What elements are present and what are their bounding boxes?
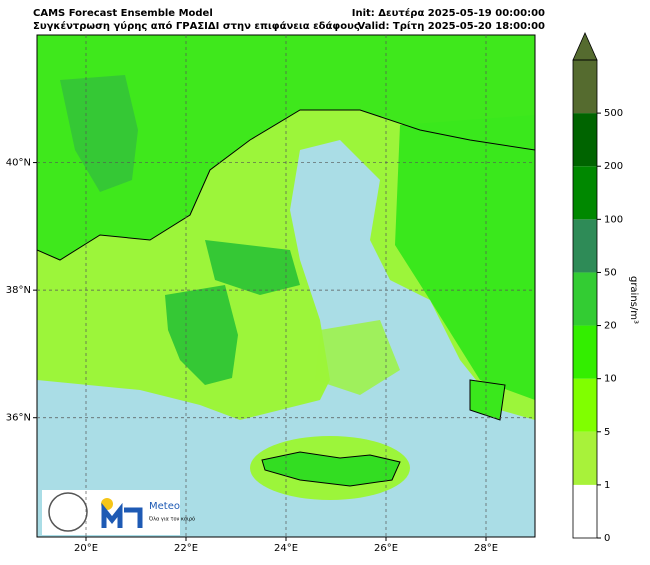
logo-brand: Meteo: [149, 501, 180, 512]
colorbar-label: grains/m³: [628, 276, 639, 324]
colorbar-frame: [572, 59, 598, 539]
rhodes: [469, 379, 506, 421]
logo: Meteo Όλα για τον καιρό: [42, 490, 195, 535]
y-tick-label: 36°N: [6, 413, 31, 424]
valid-time: Valid: Τρίτη 2025-05-20 18:00:00: [358, 20, 546, 32]
colorbar-band: [573, 378, 597, 432]
colorbar-tick-label: 200: [604, 161, 623, 172]
init-time: Init: Δευτέρα 2025-05-19 00:00:00: [352, 7, 545, 19]
colorbar-band: [573, 431, 597, 485]
colorbar-tick-label: 500: [604, 108, 623, 119]
border: [37, 109, 535, 261]
map: [37, 35, 535, 537]
colorbar-band: [573, 219, 597, 273]
cyclades-area: [315, 320, 400, 395]
colorbar-band: [573, 166, 597, 220]
y-tick-label: 40°N: [6, 158, 31, 169]
y-tick-label: 38°N: [6, 285, 31, 296]
colorbar-band: [573, 272, 597, 326]
colorbar-tick-label: 5: [604, 427, 610, 438]
colorbar-extension: [572, 32, 598, 61]
colorbar-band: [573, 113, 597, 167]
east-land: [395, 115, 535, 400]
colorbar-tick-label: 50: [604, 267, 617, 278]
central-greece: [205, 240, 300, 295]
north-land: [37, 35, 535, 260]
albania-area: [60, 75, 138, 192]
crete: [261, 451, 401, 487]
colorbar-tick-label: 0: [604, 533, 610, 544]
x-tick-label: 24°E: [274, 543, 298, 554]
logo-mark: [101, 502, 143, 528]
colorbar-tick-label: 1: [604, 480, 610, 491]
colorbar-band: [573, 60, 597, 114]
colorbar-band: [573, 325, 597, 379]
x-tick-label: 20°E: [74, 543, 98, 554]
sea: [37, 140, 535, 537]
chart-subtitle: Συγκέντρωση γύρης από ΓΡΑΣΙΔΙ στην επιφά…: [33, 20, 360, 32]
x-tick-label: 22°E: [174, 543, 198, 554]
colorbar-band: [573, 484, 597, 538]
peloponnese: [165, 285, 238, 385]
colorbar-tick-label: 100: [604, 214, 623, 225]
logo-seal: [48, 492, 88, 532]
x-tick-label: 28°E: [474, 543, 498, 554]
x-tick-label: 26°E: [374, 543, 398, 554]
logo-slogan: Όλα για τον καιρό: [148, 516, 195, 523]
chart-title: CAMS Forecast Ensemble Model: [33, 8, 213, 19]
colorbar-tick-label: 10: [604, 374, 617, 385]
colorbar-tick-label: 20: [604, 321, 617, 332]
